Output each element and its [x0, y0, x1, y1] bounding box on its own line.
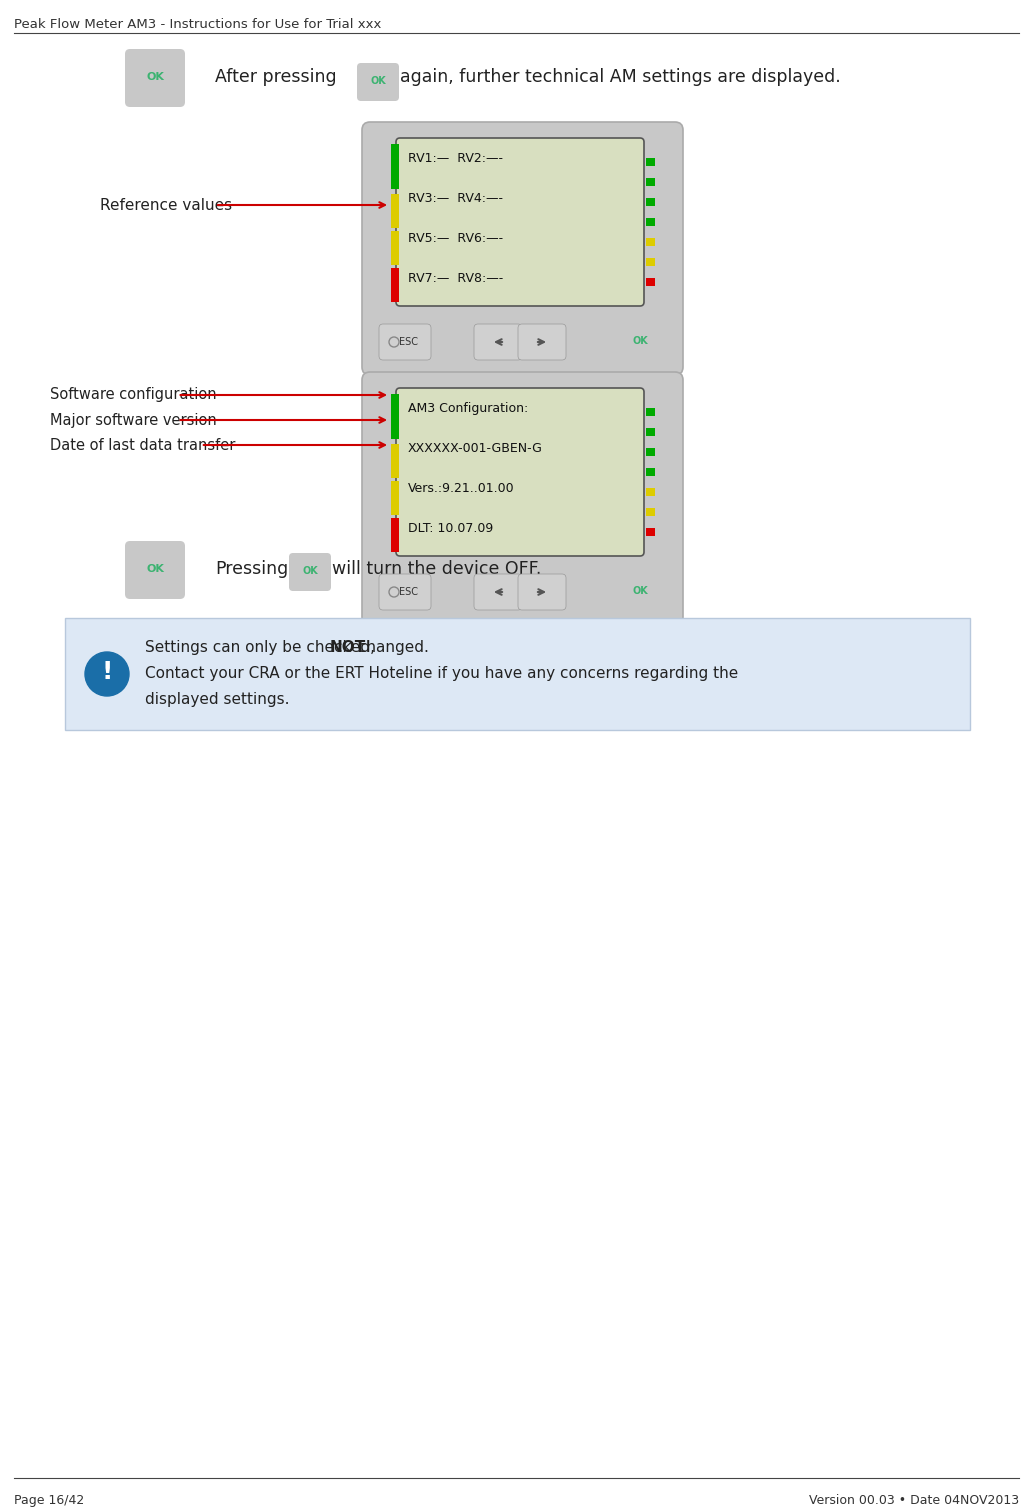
- Bar: [646, 408, 655, 416]
- Text: OK: OK: [146, 564, 164, 574]
- FancyBboxPatch shape: [474, 324, 522, 360]
- Text: OK: OK: [302, 567, 318, 576]
- Bar: [392, 443, 399, 478]
- Text: RV3:—  RV4:—-: RV3:— RV4:—-: [408, 191, 503, 205]
- Bar: [646, 238, 655, 246]
- FancyBboxPatch shape: [125, 50, 185, 107]
- Bar: [646, 527, 655, 536]
- FancyBboxPatch shape: [474, 574, 522, 610]
- Bar: [65, 618, 970, 729]
- FancyBboxPatch shape: [615, 324, 665, 360]
- Text: Vers.:9.21..01.00: Vers.:9.21..01.00: [408, 482, 514, 494]
- FancyBboxPatch shape: [615, 574, 665, 610]
- Text: After pressing: After pressing: [215, 68, 337, 86]
- Bar: [392, 194, 399, 228]
- Text: ESC: ESC: [400, 338, 418, 347]
- Text: RV1:—  RV2:—-: RV1:— RV2:—-: [408, 152, 503, 164]
- Bar: [646, 488, 655, 496]
- FancyBboxPatch shape: [396, 387, 644, 556]
- Text: OK: OK: [146, 72, 164, 81]
- Text: RV5:—  RV6:—-: RV5:— RV6:—-: [408, 232, 503, 246]
- FancyBboxPatch shape: [362, 372, 683, 625]
- Text: again, further technical AM settings are displayed.: again, further technical AM settings are…: [400, 68, 841, 86]
- Text: changed.: changed.: [353, 640, 429, 656]
- Bar: [392, 481, 399, 515]
- Bar: [392, 145, 399, 188]
- FancyBboxPatch shape: [289, 553, 331, 591]
- Text: OK: OK: [632, 586, 648, 595]
- Text: !: !: [101, 660, 113, 684]
- Text: Pressing: Pressing: [215, 561, 288, 579]
- FancyBboxPatch shape: [379, 574, 431, 610]
- Bar: [392, 268, 399, 301]
- Text: will turn the device OFF.: will turn the device OFF.: [332, 561, 541, 579]
- Text: OK: OK: [370, 75, 386, 86]
- Text: ESC: ESC: [400, 588, 418, 597]
- Text: OK: OK: [632, 336, 648, 347]
- Bar: [646, 158, 655, 166]
- Text: Settings can only be checked,: Settings can only be checked,: [145, 640, 380, 656]
- Bar: [646, 277, 655, 286]
- FancyBboxPatch shape: [396, 139, 644, 306]
- FancyBboxPatch shape: [518, 574, 566, 610]
- Text: Reference values: Reference values: [100, 197, 232, 212]
- Bar: [646, 178, 655, 185]
- Text: DLT: 10.07.09: DLT: 10.07.09: [408, 521, 493, 535]
- Bar: [646, 219, 655, 226]
- Bar: [646, 469, 655, 476]
- FancyBboxPatch shape: [357, 63, 399, 101]
- Bar: [646, 448, 655, 457]
- Text: Major software version: Major software version: [50, 413, 217, 428]
- Text: Peak Flow Meter AM3 - Instructions for Use for Trial xxx: Peak Flow Meter AM3 - Instructions for U…: [14, 18, 381, 32]
- FancyBboxPatch shape: [125, 541, 185, 598]
- Text: Date of last data transfer: Date of last data transfer: [50, 437, 236, 452]
- FancyBboxPatch shape: [362, 122, 683, 375]
- FancyBboxPatch shape: [379, 324, 431, 360]
- Bar: [392, 393, 399, 439]
- Bar: [646, 197, 655, 206]
- Text: Contact your CRA or the ERT Hoteline if you have any concerns regarding the: Contact your CRA or the ERT Hoteline if …: [145, 666, 739, 681]
- Text: Page 16/42: Page 16/42: [14, 1493, 85, 1507]
- Text: displayed settings.: displayed settings.: [145, 692, 289, 707]
- Text: NOT: NOT: [330, 640, 366, 656]
- Text: Software configuration: Software configuration: [50, 387, 217, 402]
- Bar: [646, 508, 655, 515]
- Text: AM3 Configuration:: AM3 Configuration:: [408, 402, 528, 414]
- Text: XXXXXX-001-GBEN-G: XXXXXX-001-GBEN-G: [408, 442, 543, 455]
- Circle shape: [85, 653, 129, 696]
- Bar: [646, 428, 655, 436]
- Bar: [646, 258, 655, 267]
- Bar: [392, 231, 399, 265]
- Text: RV7:—  RV8:—-: RV7:— RV8:—-: [408, 271, 503, 285]
- Bar: [392, 518, 399, 552]
- Text: Version 00.03 • Date 04NOV2013: Version 00.03 • Date 04NOV2013: [809, 1493, 1019, 1507]
- FancyBboxPatch shape: [518, 324, 566, 360]
